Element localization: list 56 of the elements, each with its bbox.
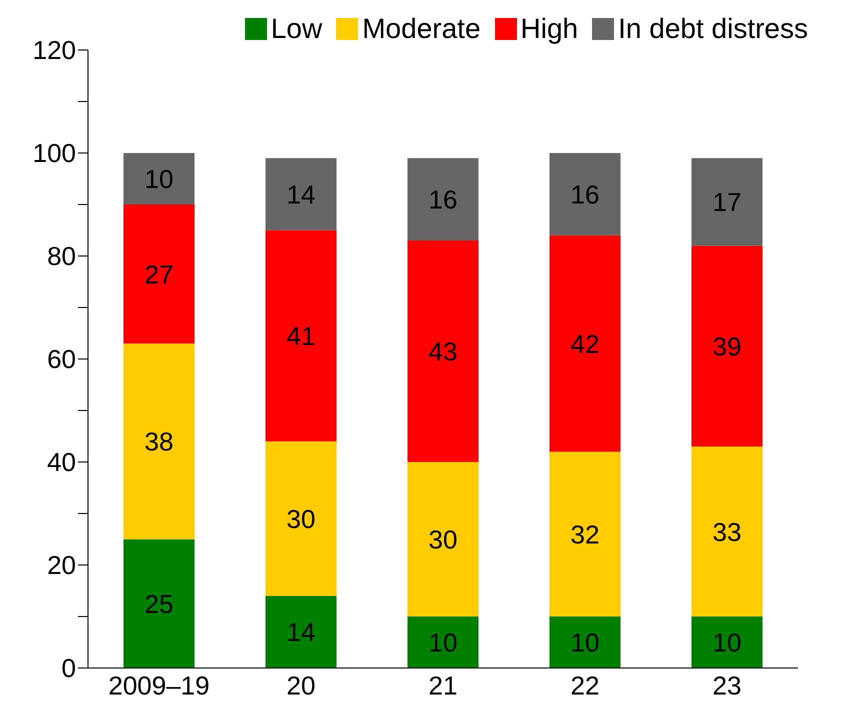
data-label: 25 xyxy=(144,588,174,619)
data-label: 42 xyxy=(570,328,600,359)
legend-label: Low xyxy=(270,13,322,45)
bar xyxy=(266,230,336,442)
data-label: 30 xyxy=(286,504,316,534)
bar xyxy=(550,235,620,452)
bar xyxy=(266,441,336,596)
x-tick-label: 21 xyxy=(428,670,458,700)
bar xyxy=(124,153,194,204)
bar xyxy=(408,158,478,241)
legend-label: In debt distress xyxy=(617,13,808,45)
bar xyxy=(266,596,336,668)
bar xyxy=(692,246,762,447)
bar xyxy=(408,462,478,616)
data-label: 43 xyxy=(428,336,458,367)
bar xyxy=(124,204,194,344)
bar xyxy=(692,158,762,246)
bar xyxy=(692,616,762,668)
data-label: 32 xyxy=(570,519,600,550)
data-label: 16 xyxy=(570,179,600,210)
data-label: 10 xyxy=(428,627,458,658)
data-label: 33 xyxy=(712,516,742,547)
data-label: 10 xyxy=(144,164,174,194)
data-label: 14 xyxy=(286,179,316,210)
bar xyxy=(550,153,620,236)
bar xyxy=(550,452,620,616)
legend-label: High xyxy=(520,13,578,45)
data-label: 39 xyxy=(712,331,742,362)
bar xyxy=(266,158,336,230)
y-tick-label: 60 xyxy=(47,344,76,374)
data-label: 27 xyxy=(144,259,174,290)
bar xyxy=(408,616,478,668)
bar xyxy=(124,344,194,540)
y-tick-label: 20 xyxy=(47,550,76,580)
y-tick-label: 0 xyxy=(62,653,76,684)
bar xyxy=(408,240,478,462)
y-tick-label: 120 xyxy=(32,35,76,66)
data-label: 41 xyxy=(286,321,316,352)
data-label: 10 xyxy=(570,627,600,658)
bar xyxy=(550,616,620,668)
x-tick-label: 22 xyxy=(570,670,600,700)
legend-label: Moderate xyxy=(361,13,481,45)
x-tick-label: 23 xyxy=(712,670,742,700)
data-label: 10 xyxy=(712,627,742,658)
data-label: 14 xyxy=(286,617,316,648)
data-label: 17 xyxy=(712,187,742,218)
x-tick-label: 20 xyxy=(286,670,316,700)
y-tick-label: 100 xyxy=(32,138,76,168)
x-tick-label: 2009–19 xyxy=(108,670,210,700)
data-label: 38 xyxy=(144,426,174,457)
y-tick-label: 80 xyxy=(47,241,76,272)
data-label: 16 xyxy=(428,184,458,215)
bar xyxy=(692,446,762,616)
y-tick-label: 40 xyxy=(47,447,76,478)
data-label: 30 xyxy=(428,524,458,554)
bar xyxy=(124,539,194,668)
